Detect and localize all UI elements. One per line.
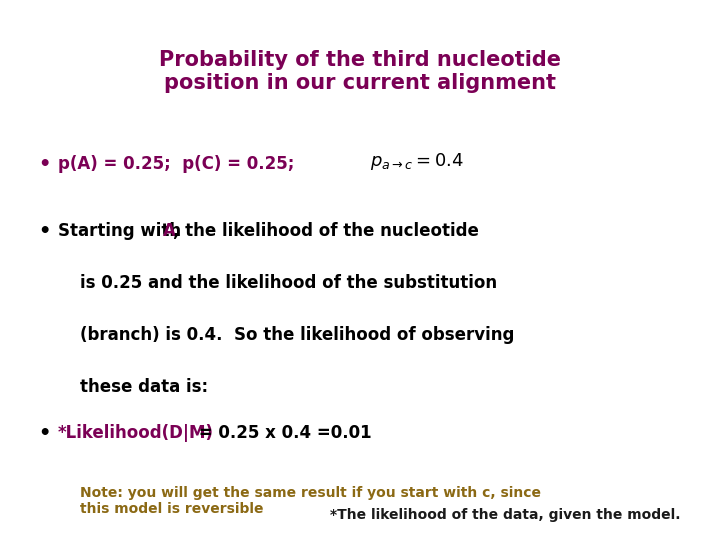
Text: $p_{a \rightarrow c} = 0.4$: $p_{a \rightarrow c} = 0.4$: [370, 151, 464, 172]
Text: p(A) = 0.25;  p(C) = 0.25;: p(A) = 0.25; p(C) = 0.25;: [58, 155, 294, 173]
Text: A: A: [163, 222, 176, 240]
Text: these data is:: these data is:: [80, 378, 208, 396]
Text: *Likelihood(D|M): *Likelihood(D|M): [58, 424, 214, 442]
Text: Probability of the third nucleotide
position in our current alignment: Probability of the third nucleotide posi…: [159, 50, 561, 93]
Text: *The likelihood of the data, given the model.: *The likelihood of the data, given the m…: [330, 508, 680, 522]
Text: = 0.25 x 0.4 =0.01: = 0.25 x 0.4 =0.01: [193, 424, 372, 442]
Text: Starting with: Starting with: [58, 222, 187, 240]
Text: •: •: [38, 155, 50, 174]
Text: •: •: [38, 424, 50, 443]
Text: Note: you will get the same result if you start with c, since
this model is reve: Note: you will get the same result if yo…: [80, 486, 541, 516]
Text: •: •: [38, 222, 50, 241]
Text: , the likelihood of the nucleotide: , the likelihood of the nucleotide: [173, 222, 479, 240]
Text: is 0.25 and the likelihood of the substitution: is 0.25 and the likelihood of the substi…: [80, 274, 497, 292]
Text: (branch) is 0.4.  So the likelihood of observing: (branch) is 0.4. So the likelihood of ob…: [80, 326, 514, 344]
